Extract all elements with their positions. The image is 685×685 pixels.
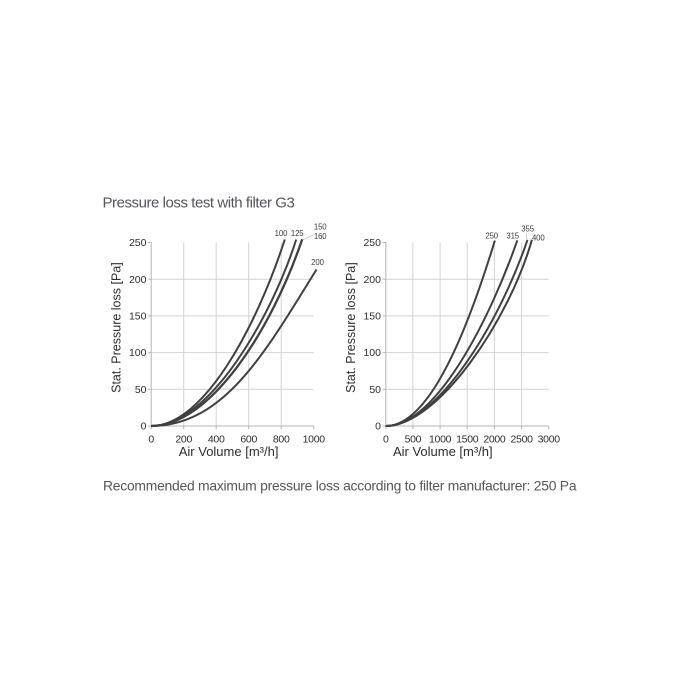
svg-text:200: 200 <box>129 274 147 286</box>
svg-text:800: 800 <box>273 433 290 445</box>
svg-text:1000: 1000 <box>303 433 326 445</box>
svg-text:0: 0 <box>141 421 147 433</box>
svg-text:50: 50 <box>135 384 147 396</box>
svg-text:3000: 3000 <box>538 433 561 445</box>
svg-text:0: 0 <box>148 433 154 445</box>
svg-text:Air Volume [m³/h]: Air Volume [m³/h] <box>393 444 493 459</box>
svg-text:355: 355 <box>521 225 534 234</box>
svg-text:150: 150 <box>363 311 381 323</box>
svg-text:200: 200 <box>363 274 381 286</box>
svg-text:250: 250 <box>363 237 381 249</box>
svg-text:0: 0 <box>383 433 389 445</box>
svg-text:160: 160 <box>314 232 327 241</box>
svg-text:Air Volume [m³/h]: Air Volume [m³/h] <box>179 444 279 459</box>
svg-text:Stat. Pressure loss [Pa]: Stat. Pressure loss [Pa] <box>344 262 358 393</box>
svg-text:250: 250 <box>485 231 498 240</box>
svg-text:200: 200 <box>175 433 192 445</box>
svg-text:1500: 1500 <box>456 433 479 445</box>
svg-text:Stat. Pressure loss [Pa]: Stat. Pressure loss [Pa] <box>110 262 124 393</box>
svg-text:600: 600 <box>240 433 257 445</box>
svg-text:150: 150 <box>314 223 327 232</box>
svg-text:100: 100 <box>363 347 381 359</box>
svg-text:150: 150 <box>129 311 147 323</box>
svg-text:50: 50 <box>369 384 381 396</box>
svg-text:2500: 2500 <box>511 433 534 445</box>
svg-text:100: 100 <box>129 347 147 359</box>
svg-text:1000: 1000 <box>429 433 452 445</box>
svg-text:125: 125 <box>291 229 304 238</box>
svg-text:500: 500 <box>405 433 422 445</box>
svg-text:Pressure loss test with filter: Pressure loss test with filter G3 <box>103 195 295 212</box>
svg-text:2000: 2000 <box>483 433 506 445</box>
svg-text:400: 400 <box>532 233 545 242</box>
svg-text:Recommended maximum pressure l: Recommended maximum pressure loss accord… <box>103 478 577 494</box>
svg-text:315: 315 <box>506 231 519 240</box>
svg-text:250: 250 <box>129 237 147 249</box>
svg-text:0: 0 <box>375 421 381 433</box>
svg-text:100: 100 <box>275 229 288 238</box>
svg-text:400: 400 <box>208 433 225 445</box>
svg-text:200: 200 <box>311 258 324 267</box>
